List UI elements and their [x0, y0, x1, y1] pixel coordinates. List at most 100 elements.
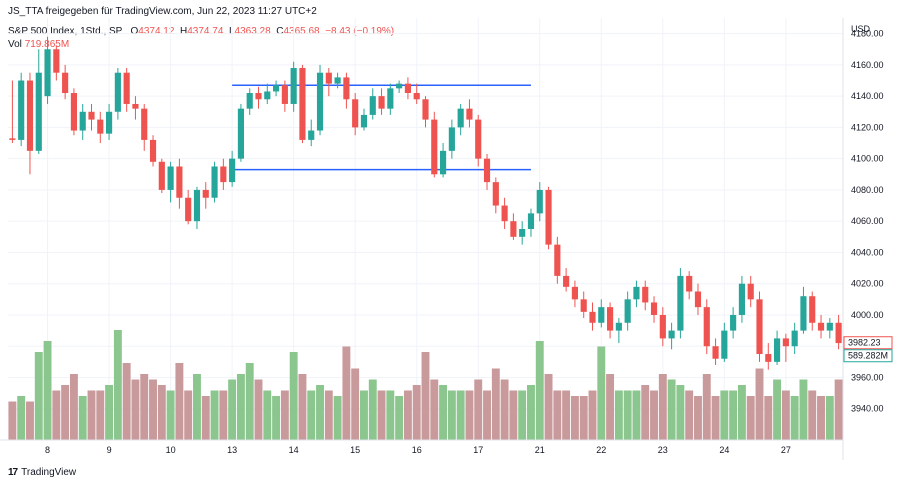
- volume-bar: [562, 390, 571, 440]
- candle-body: [483, 158, 491, 183]
- candle-body: [677, 275, 684, 331]
- volume-bar: [96, 390, 105, 440]
- candle-body: [765, 354, 772, 362]
- candle: [44, 36, 51, 104]
- candle: [817, 314, 825, 339]
- candle: [352, 93, 359, 136]
- candle-body: [9, 138, 16, 140]
- candle: [149, 135, 157, 167]
- volume-bar: [518, 390, 527, 440]
- candle: [677, 268, 684, 339]
- symbol-name: S&P 500 Index, 1Std., SP: [8, 26, 123, 37]
- volume-bar: [755, 368, 764, 440]
- candle-body: [633, 286, 640, 300]
- volume-bar: [483, 390, 491, 440]
- volume-bar: [175, 363, 184, 440]
- volume-bar: [799, 379, 808, 440]
- candle-body: [703, 307, 710, 347]
- candle: [220, 158, 227, 190]
- candle-body: [281, 85, 288, 104]
- candle-body: [440, 150, 447, 175]
- candle-body: [360, 114, 368, 128]
- volume-bar: [52, 390, 61, 440]
- volume-bar: [26, 401, 34, 440]
- candle: [589, 302, 596, 331]
- x-tick-label: 8: [45, 445, 50, 455]
- candle-body: [404, 83, 411, 94]
- y-tick-label: 4180.00: [851, 29, 884, 39]
- candle-body: [835, 322, 842, 344]
- candle: [492, 177, 499, 214]
- candle: [791, 322, 798, 355]
- candle: [281, 80, 288, 112]
- candle: [510, 213, 517, 240]
- candle-body: [176, 166, 183, 198]
- candle-body: [229, 158, 236, 183]
- candle-body: [132, 103, 139, 109]
- y-tick-label: 4100.00: [851, 154, 884, 164]
- candle-body: [53, 49, 60, 73]
- candle-body: [448, 127, 455, 151]
- volume-bar: [166, 390, 175, 440]
- volume-bar: [825, 396, 834, 440]
- y-tick-label: 3940.00: [851, 404, 884, 414]
- candle-body: [554, 244, 561, 276]
- volume-bar: [263, 390, 272, 440]
- y-tick-label: 3960.00: [851, 372, 884, 382]
- candle-body: [607, 307, 614, 331]
- candle: [422, 96, 429, 128]
- volume-bar: [395, 396, 404, 440]
- candle: [466, 99, 473, 128]
- volume-bar: [342, 346, 351, 440]
- volume-bar: [149, 379, 157, 440]
- candle: [607, 302, 614, 339]
- high-value: 4374.74: [187, 26, 224, 37]
- candle-body: [325, 72, 332, 84]
- candle-body: [809, 296, 816, 323]
- volume-bar: [702, 374, 711, 440]
- volume-bar: [17, 396, 26, 440]
- candle-body: [492, 182, 499, 206]
- candle: [580, 291, 587, 319]
- volume-bar: [650, 390, 658, 440]
- volume-bar: [368, 379, 377, 440]
- candle: [9, 80, 16, 144]
- open-value: 4374.12: [138, 26, 175, 37]
- volume-bar: [465, 390, 474, 440]
- tradingview-footer[interactable]: 17 TradingView: [8, 467, 76, 478]
- volume-bar: [553, 390, 562, 440]
- candle-body: [475, 119, 482, 159]
- volume-bar: [694, 396, 702, 440]
- candle: [229, 150, 236, 187]
- candle-body: [747, 283, 754, 300]
- volume-legend[interactable]: Vol 719.865M: [8, 39, 69, 50]
- candle-body: [712, 346, 719, 359]
- candle: [185, 189, 192, 225]
- candle: [756, 291, 763, 362]
- candle: [53, 46, 60, 81]
- close-label: C: [276, 26, 284, 37]
- candle-body: [466, 108, 473, 120]
- candle: [765, 343, 772, 370]
- x-tick-label: 17: [473, 445, 483, 455]
- volume-bar: [61, 385, 70, 440]
- candle-body: [615, 322, 622, 331]
- candle: [659, 307, 666, 347]
- candle: [712, 338, 719, 365]
- volume-bar: [720, 390, 729, 440]
- y-tick-label: 4000.00: [851, 310, 884, 320]
- candle: [404, 77, 411, 100]
- candle: [615, 318, 622, 344]
- candle-body: [202, 189, 209, 198]
- volume-bar: [298, 374, 307, 440]
- volume-bar: [588, 390, 597, 440]
- volume-bar: [219, 390, 228, 440]
- candle: [325, 68, 332, 97]
- candle: [123, 68, 130, 112]
- x-tick-label: 14: [289, 445, 299, 455]
- publisher-line: JS_TTA freigegeben für TradingView.com, …: [8, 6, 317, 17]
- candle-body: [624, 299, 631, 323]
- volume-bar: [272, 396, 281, 440]
